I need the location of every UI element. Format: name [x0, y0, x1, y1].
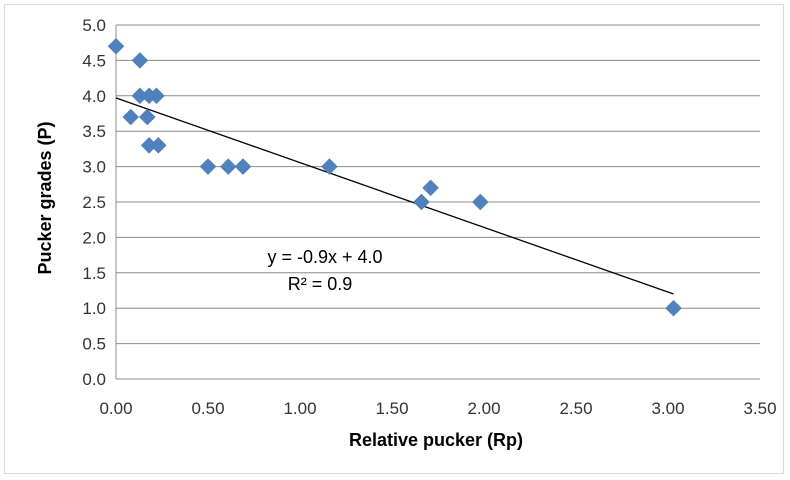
x-tick-labels: 0.00 0.50 1.00 1.50 2.00 2.50 3.00 3.50 [99, 399, 776, 418]
data-point [138, 108, 156, 126]
y-tick-label: 3.5 [82, 122, 106, 141]
y-tick-label: 2.5 [82, 193, 106, 212]
data-point [149, 137, 167, 154]
y-tick-label: 4.0 [82, 87, 106, 106]
data-point [131, 52, 149, 69]
y-tick-label: 0.5 [82, 335, 106, 354]
x-tick-label: 3.00 [651, 399, 684, 418]
x-tick-label: 3.50 [743, 399, 776, 418]
x-tick-label: 1.00 [283, 399, 316, 418]
trendline [115, 97, 674, 295]
y-tick-labels: 0.0 0.5 1.0 1.5 2.0 2.5 3.0 3.5 4.0 4.5 5.0 [82, 16, 106, 389]
y-tick-label: 3.0 [82, 158, 106, 177]
x-tick-label: 2.50 [559, 399, 592, 418]
trendline-r-squared: R² = 0.9 [288, 274, 353, 294]
gridlines [115, 24, 760, 380]
y-tick-label: 2.0 [82, 228, 106, 247]
data-point [234, 158, 252, 175]
data-point [413, 193, 430, 211]
y-tick-label: 1.0 [82, 299, 106, 318]
data-point [321, 158, 338, 175]
data-point [199, 158, 217, 175]
y-tick-label: 5.0 [82, 16, 106, 35]
x-tick-label: 0.50 [191, 399, 224, 418]
data-point [665, 299, 682, 317]
y-tick-label: 0.0 [82, 370, 106, 389]
x-axis-title: Relative pucker (Rp) [349, 430, 523, 450]
data-point [148, 87, 165, 105]
trendline-equation: y = -0.9x + 4.0 [267, 247, 382, 267]
x-tick-label: 2.00 [467, 399, 500, 418]
y-tick-label: 4.5 [82, 51, 106, 70]
data-point [122, 108, 140, 126]
chart-frame [4, 4, 784, 474]
data-point [471, 193, 489, 211]
x-tick-label: 0.00 [99, 399, 132, 418]
y-axis-title: Pucker grades (P) [35, 121, 55, 274]
data-point [107, 37, 125, 55]
trendline-group [115, 97, 674, 295]
data-point [422, 179, 439, 197]
y-tick-label: 1.5 [82, 264, 106, 283]
data-points [107, 37, 682, 317]
x-tick-label: 1.50 [375, 399, 408, 418]
data-point [219, 158, 237, 175]
